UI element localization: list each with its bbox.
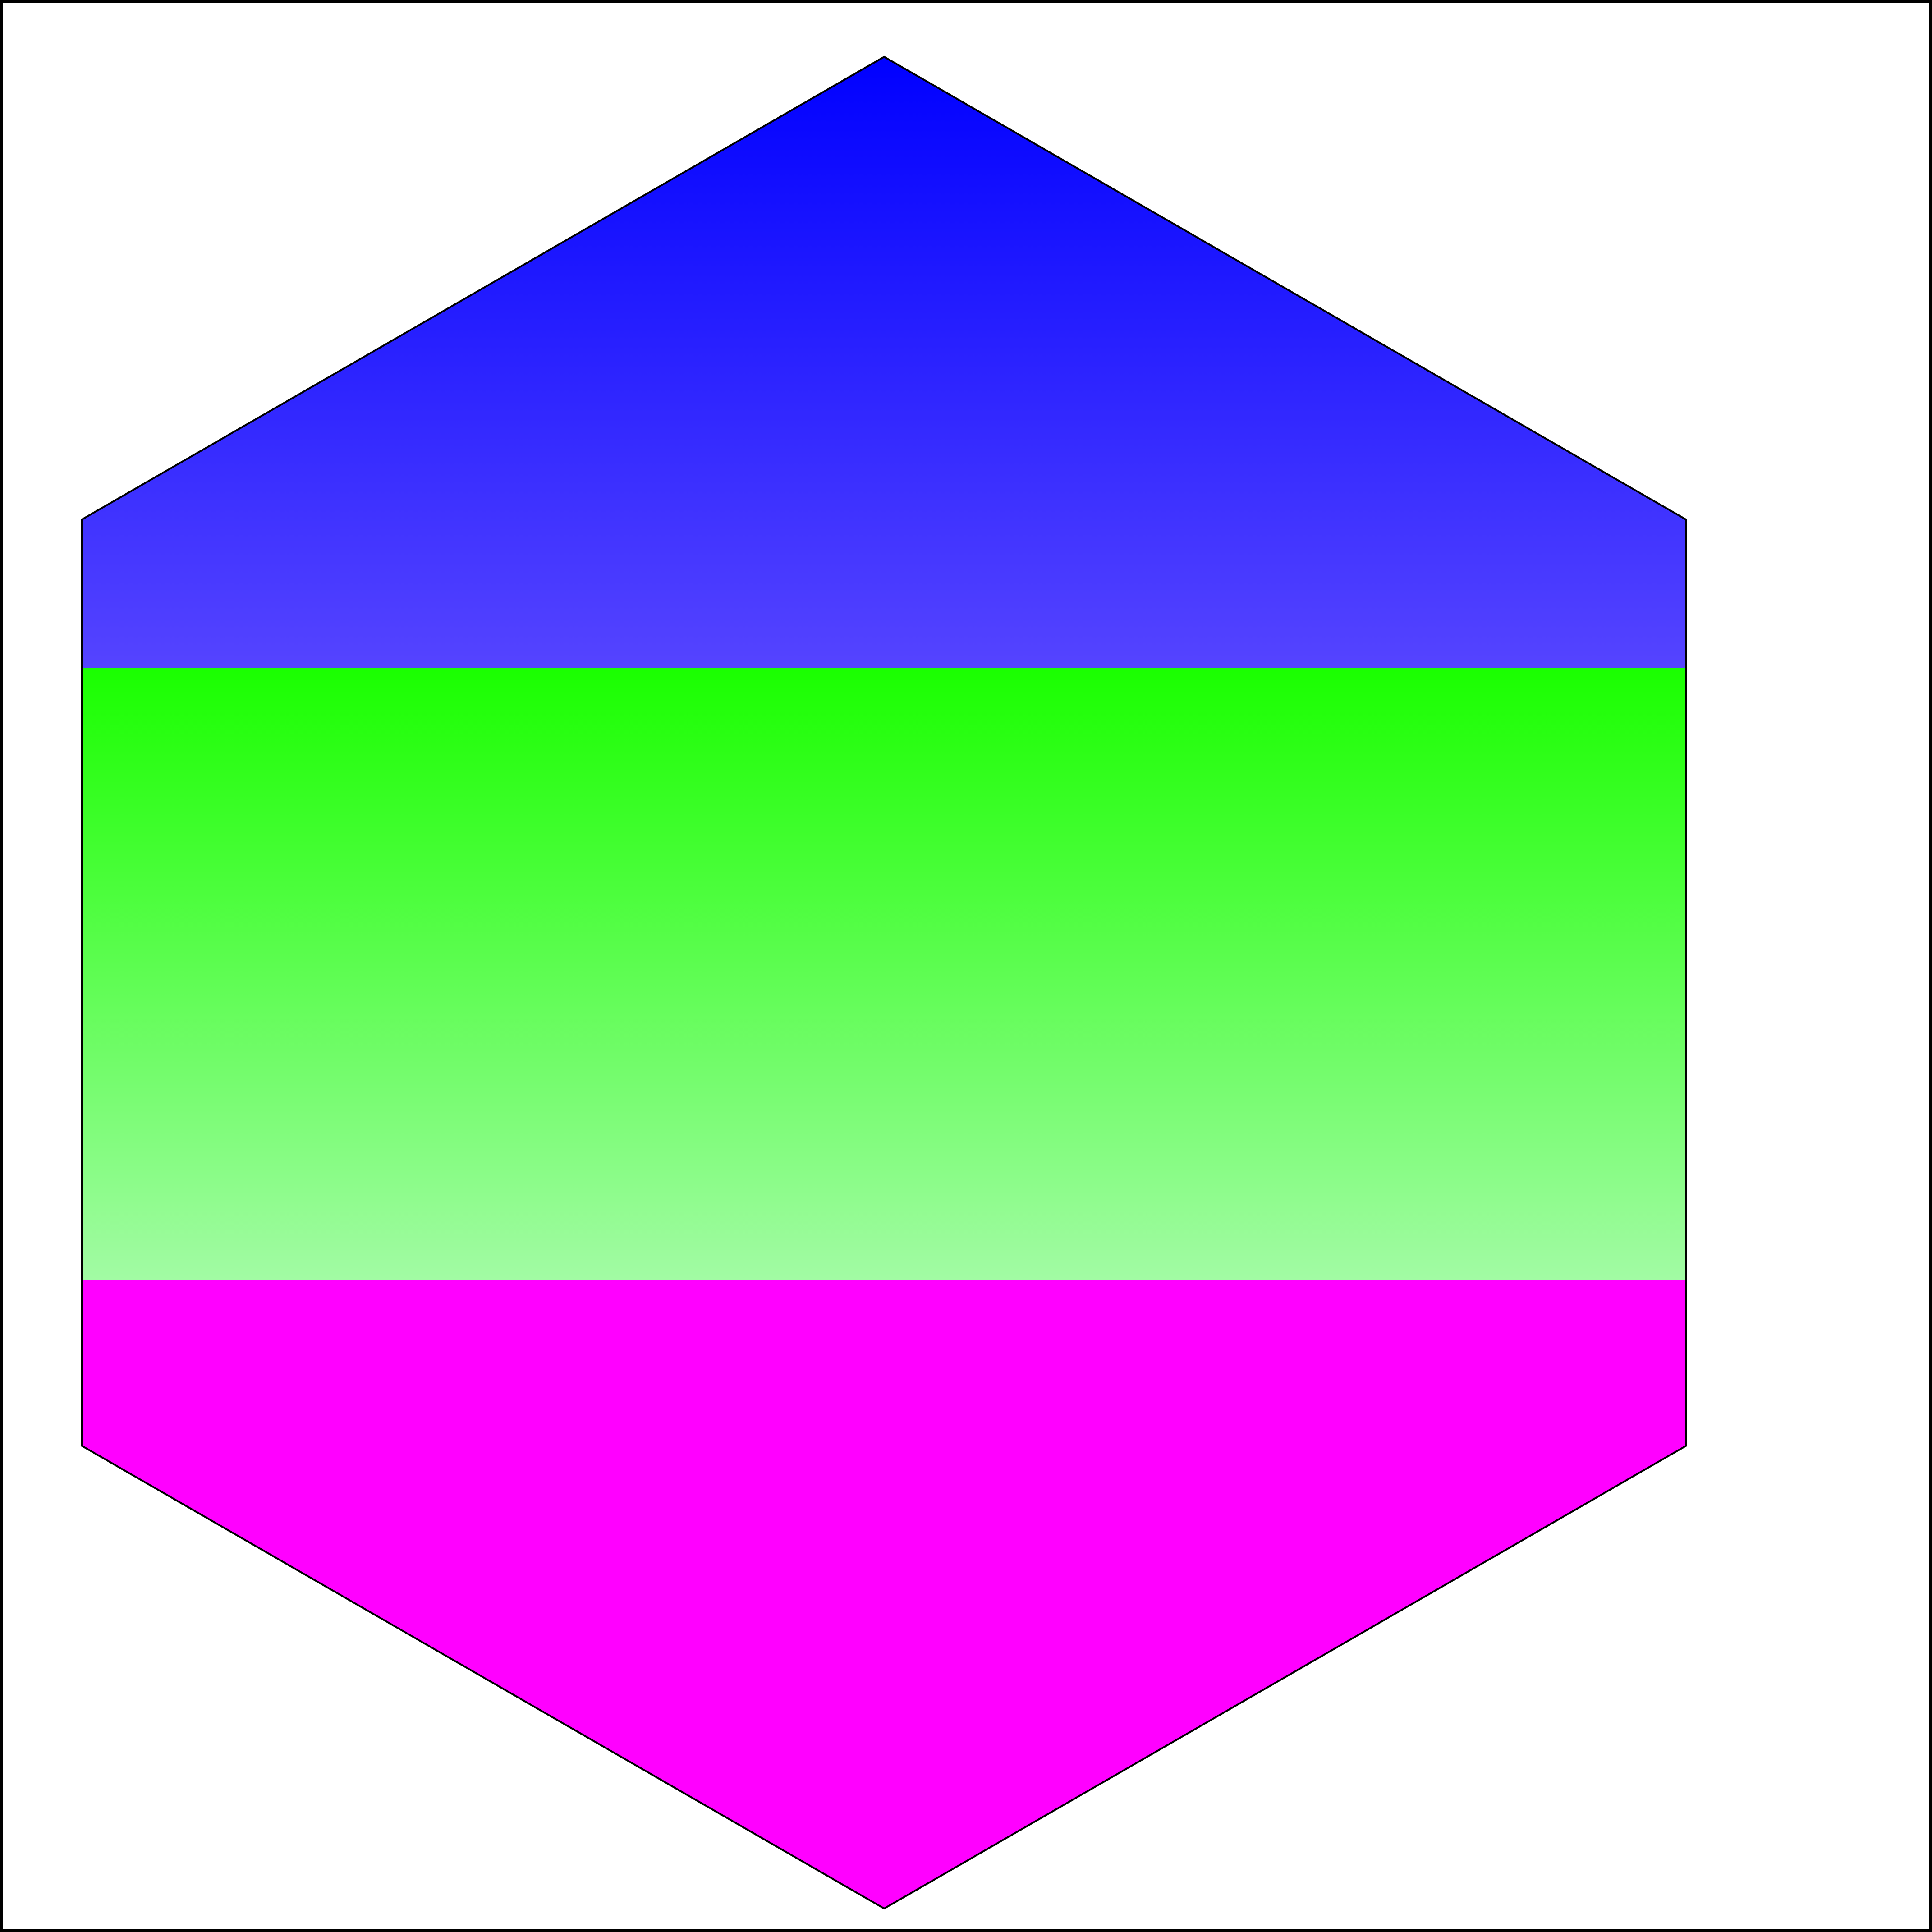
hexagon-outline [81,55,1687,1910]
green-band [82,668,1686,1280]
